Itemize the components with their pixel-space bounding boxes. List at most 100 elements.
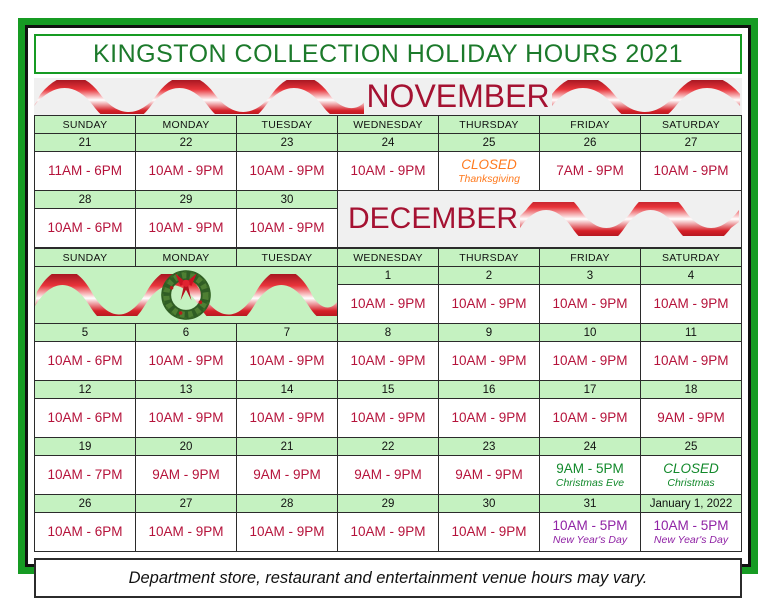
day-number: 14 — [236, 380, 338, 399]
hours-cell: 10AM - 9PM — [337, 512, 439, 552]
day-number: 25 — [640, 437, 742, 456]
table-row: 10AM - 7PM 9AM - 9PM 9AM - 9PM 9AM - 9PM… — [34, 455, 742, 495]
dow-wednesday: WEDNESDAY — [337, 248, 439, 267]
day-number: 16 — [438, 380, 540, 399]
dow-sunday: SUNDAY — [34, 248, 136, 267]
day-number: 5 — [34, 323, 136, 342]
hours-text: 10AM - 9PM — [451, 524, 527, 540]
hours-text: 10AM - 9PM — [249, 163, 325, 179]
hours-cell: 10AM - 9PM — [236, 208, 338, 248]
hours-text: 10AM - 9PM — [148, 220, 224, 236]
ribbon-decoration-december — [520, 202, 741, 236]
outer-green-frame: KINGSTON COLLECTION HOLIDAY HOURS 2021 — [18, 18, 758, 598]
closed-label: CLOSED — [461, 156, 517, 172]
hours-cell: 10AM - 9PM — [236, 151, 338, 191]
hours-text: 9AM - 9PM — [455, 467, 523, 483]
hours-text: 10AM - 9PM — [552, 296, 628, 312]
hours-text: 9AM - 5PM — [556, 460, 624, 476]
holiday-note: New Year's Day — [552, 534, 628, 547]
holiday-note: New Year's Day — [653, 534, 729, 547]
table-row: 10AM - 6PM 10AM - 9PM 10AM - 9PM 10AM - … — [34, 512, 742, 552]
hours-cell: 10AM - 9PM — [337, 341, 439, 381]
hours-text: 10AM - 9PM — [249, 524, 325, 540]
hours-cell: 10AM - 7PM — [34, 455, 136, 495]
day-number: 31 — [539, 494, 641, 513]
november-calendar: SUNDAY MONDAY TUESDAY WEDNESDAY THURSDAY… — [34, 115, 742, 248]
hours-text: 10AM - 9PM — [451, 410, 527, 426]
hours-cell: 10AM - 9PM — [236, 512, 338, 552]
dow-saturday: SATURDAY — [640, 248, 742, 267]
day-number: 1 — [337, 266, 439, 285]
hours-text: 10AM - 7PM — [47, 467, 123, 483]
hours-cell: 10AM - 9PM — [438, 398, 540, 438]
hours-cell: 9AM - 9PM — [236, 455, 338, 495]
hours-text: 10AM - 9PM — [451, 353, 527, 369]
hours-text: 10AM - 9PM — [653, 296, 729, 312]
table-row: 11AM - 6PM 10AM - 9PM 10AM - 9PM 10AM - … — [34, 151, 742, 191]
hours-cell: 10AM - 9PM — [135, 398, 237, 438]
day-number: 19 — [34, 437, 136, 456]
dow-friday: FRIDAY — [539, 248, 641, 267]
hours-cell-thanksgiving: CLOSED Thanksgiving — [438, 151, 540, 191]
hours-text: 10AM - 6PM — [47, 524, 123, 540]
page-title: KINGSTON COLLECTION HOLIDAY HOURS 2021 — [93, 39, 683, 68]
hours-cell: 10AM - 9PM — [640, 341, 742, 381]
dow-sunday: SUNDAY — [34, 115, 136, 134]
december-banner: DECEMBER — [337, 190, 742, 248]
day-number: 4 — [640, 266, 742, 285]
day-number: 27 — [640, 133, 742, 152]
hours-cell: 10AM - 9PM — [135, 341, 237, 381]
hours-text: 10AM - 9PM — [148, 524, 224, 540]
hours-text: 10AM - 5PM — [552, 517, 628, 533]
dow-wednesday: WEDNESDAY — [337, 115, 439, 134]
calendar-sheet: KINGSTON COLLECTION HOLIDAY HOURS 2021 — [34, 34, 742, 598]
day-number: 23 — [438, 437, 540, 456]
hours-cell: 10AM - 6PM — [34, 208, 136, 248]
day-number: 8 — [337, 323, 439, 342]
day-number: 27 — [135, 494, 237, 513]
hours-cell: 10AM - 9PM — [640, 151, 742, 191]
day-number: 15 — [337, 380, 439, 399]
hours-text: 10AM - 9PM — [653, 163, 729, 179]
day-number: 6 — [135, 323, 237, 342]
hours-cell: 10AM - 9PM — [135, 512, 237, 552]
holiday-note: Christmas Eve — [555, 477, 625, 490]
day-number: 18 — [640, 380, 742, 399]
hours-cell: 10AM - 9PM — [640, 284, 742, 324]
hours-text: 10AM - 9PM — [148, 163, 224, 179]
wreath-icon — [161, 270, 211, 320]
december-dow-row: SUNDAY MONDAY TUESDAY WEDNESDAY THURSDAY… — [34, 248, 742, 267]
hours-cell-christmas-eve: 9AM - 5PM Christmas Eve — [539, 455, 641, 495]
ribbon-decoration-left — [34, 79, 365, 114]
hours-text: 9AM - 9PM — [657, 410, 725, 426]
hours-cell: 10AM - 6PM — [34, 341, 136, 381]
hours-text: 10AM - 6PM — [47, 410, 123, 426]
hours-text: 9AM - 9PM — [152, 467, 220, 483]
hours-cell: 10AM - 6PM — [34, 512, 136, 552]
hours-cell: 10AM - 9PM — [135, 208, 237, 248]
hours-text: 10AM - 9PM — [350, 410, 426, 426]
day-number-january: January 1, 2022 — [640, 494, 742, 513]
hours-text: 10AM - 9PM — [249, 353, 325, 369]
day-number: 29 — [337, 494, 439, 513]
hours-cell: 10AM - 9PM — [539, 284, 641, 324]
table-row: 5 6 7 8 9 10 11 — [34, 323, 742, 342]
dow-thursday: THURSDAY — [438, 115, 540, 134]
day-number: 21 — [34, 133, 136, 152]
hours-cell: 10AM - 9PM — [539, 398, 641, 438]
day-number: 26 — [34, 494, 136, 513]
page-title-bar: KINGSTON COLLECTION HOLIDAY HOURS 2021 — [34, 34, 742, 74]
hours-text: 10AM - 9PM — [249, 410, 325, 426]
december-calendar: SUNDAY MONDAY TUESDAY WEDNESDAY THURSDAY… — [34, 248, 742, 552]
hours-text: 11AM - 6PM — [47, 163, 123, 179]
day-number: 28 — [236, 494, 338, 513]
day-number: 11 — [640, 323, 742, 342]
hours-cell: 10AM - 9PM — [337, 284, 439, 324]
hours-text: 10AM - 9PM — [451, 296, 527, 312]
day-number: 10 — [539, 323, 641, 342]
dow-monday: MONDAY — [135, 115, 237, 134]
day-number: 24 — [337, 133, 439, 152]
day-number: 21 — [236, 437, 338, 456]
hours-cell: 10AM - 9PM — [135, 151, 237, 191]
